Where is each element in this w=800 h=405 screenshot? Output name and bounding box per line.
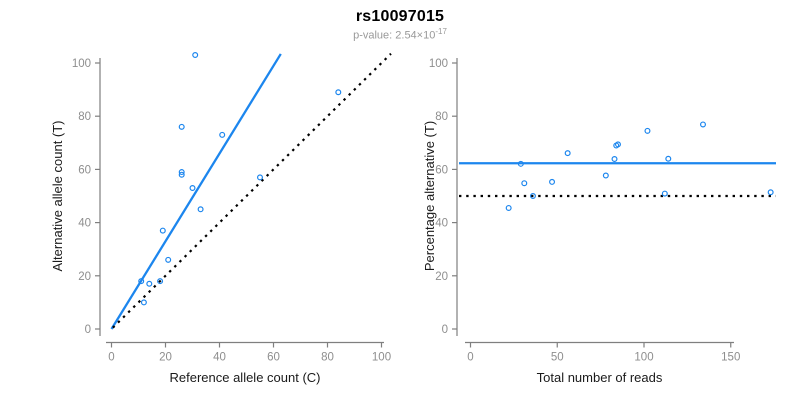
- x-tick-label: 60: [267, 352, 280, 364]
- data-point: [665, 155, 672, 162]
- x-tick-label: 100: [372, 352, 391, 364]
- data-point: [178, 171, 185, 178]
- data-point: [159, 227, 166, 234]
- data-point: [146, 280, 153, 287]
- data-point: [335, 89, 342, 96]
- data-point: [257, 174, 264, 181]
- data-point: [219, 131, 226, 138]
- y-tick-label: 0: [85, 324, 91, 336]
- data-point: [521, 180, 528, 187]
- y-tick-label: 60: [78, 164, 91, 176]
- data-point: [197, 206, 204, 213]
- y-tick-label: 60: [435, 164, 448, 176]
- y-tick-label: 40: [435, 218, 448, 230]
- data-point: [529, 193, 536, 200]
- x-tick-label: 100: [634, 352, 653, 364]
- x-tick-label: 0: [108, 352, 114, 364]
- data-point: [602, 172, 609, 179]
- pvalue-subtitle: p-value: 2.54×10-17: [0, 27, 800, 42]
- data-point: [661, 190, 668, 197]
- page-title: rs10097015: [355, 8, 445, 25]
- data-point: [178, 123, 185, 130]
- data-point: [138, 278, 145, 285]
- data-point: [157, 278, 164, 285]
- right-scatter-plot: 0 20 40 60 80 100 0 50 100 150 Total number of rea…: [422, 58, 776, 385]
- y-axis-title: Percentage alternative (T): [422, 121, 437, 271]
- x-tick-label: 80: [321, 352, 334, 364]
- data-point: [564, 150, 571, 157]
- y-tick-label: 80: [78, 111, 91, 123]
- x-tick-label: 40: [213, 352, 226, 364]
- y-tick-label: 20: [78, 271, 91, 283]
- x-tick-label: 50: [551, 352, 564, 364]
- data-point: [611, 156, 618, 163]
- data-point: [767, 189, 774, 196]
- x-tick-label: 150: [721, 352, 740, 364]
- data-point: [505, 204, 512, 211]
- data-point: [614, 141, 621, 148]
- data-point: [178, 169, 185, 176]
- data-point: [140, 299, 147, 306]
- data-point: [189, 185, 196, 192]
- trend-line: [110, 53, 282, 330]
- x-axis-title: Reference allele count (C): [169, 370, 320, 385]
- y-tick-label: 100: [429, 58, 448, 70]
- x-axis-title: Total number of reads: [537, 370, 663, 385]
- left-scatter-plot: 0 20 40 60 80 100 0 20 40 60 80 100 Reference allele…: [50, 52, 392, 385]
- y-tick-label: 100: [72, 58, 91, 70]
- data-point: [517, 160, 524, 167]
- x-tick-label: 0: [467, 352, 473, 364]
- y-axis-title: Alternative allele count (T): [50, 120, 65, 271]
- data-point: [192, 52, 199, 59]
- y-tick-label: 40: [78, 218, 91, 230]
- x-tick-label: 20: [159, 352, 172, 364]
- data-point: [165, 256, 172, 263]
- data-point: [699, 121, 706, 128]
- identity-line: [112, 52, 392, 329]
- pvalue-exponent: -17: [435, 27, 447, 36]
- y-tick-label: 0: [442, 324, 448, 336]
- data-point: [549, 178, 556, 185]
- y-tick-label: 20: [435, 271, 448, 283]
- y-tick-label: 80: [435, 111, 448, 123]
- pvalue-text: p-value: 2.54×10: [353, 29, 436, 42]
- data-point: [644, 127, 651, 134]
